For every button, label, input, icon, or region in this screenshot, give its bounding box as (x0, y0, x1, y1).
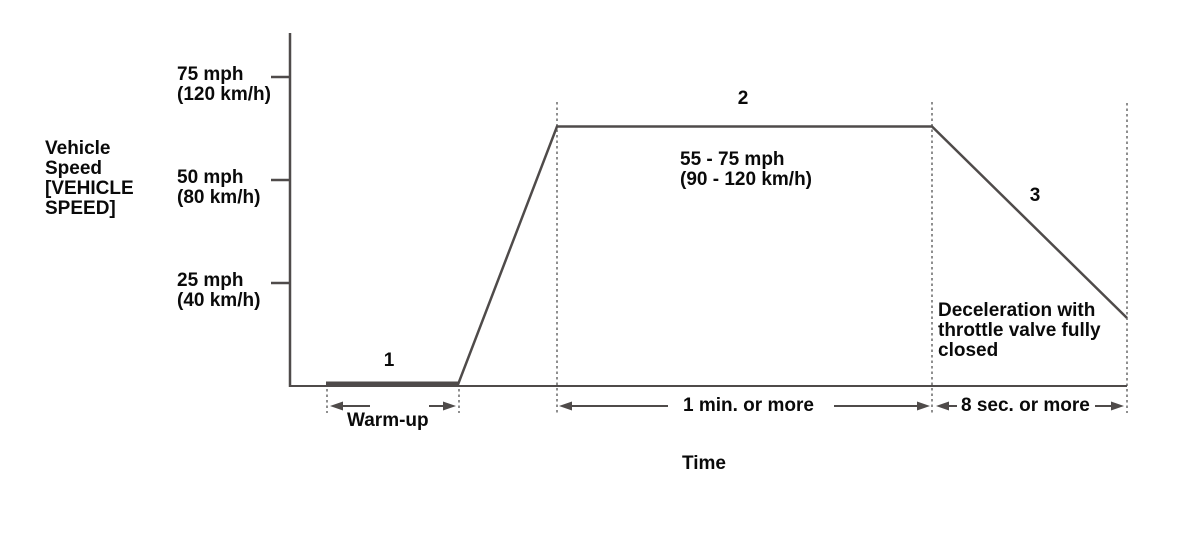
x-axis-title: Time (682, 453, 727, 474)
warmup-range-arrows (330, 401, 456, 411)
speed-curve (456, 125, 1128, 385)
phase1-number: 1 (383, 350, 395, 371)
y-tick-label-50mph: 50 mph (80 km/h) (177, 167, 261, 208)
y-tick-label-75mph: 75 mph (120 km/h) (177, 64, 271, 105)
decel-duration-label: 8 sec. or more (961, 395, 1090, 416)
cruise-speed-label: 55 - 75 mph (90 - 120 km/h) (680, 149, 812, 190)
y-axis-title: Vehicle Speed [VEHICLE SPEED] (45, 138, 134, 219)
cruise-duration-label: 1 min. or more (683, 395, 814, 416)
phase3-number: 3 (1029, 185, 1041, 206)
phase2-number: 2 (737, 88, 749, 109)
decel-note: Deceleration with throttle valve fully c… (938, 300, 1101, 361)
decel-range-arrows (936, 401, 1124, 411)
cruise-range-arrows (559, 401, 930, 411)
y-tick-label-25mph: 25 mph (40 km/h) (177, 270, 261, 311)
warmup-duration-label: Warm-up (347, 410, 429, 431)
